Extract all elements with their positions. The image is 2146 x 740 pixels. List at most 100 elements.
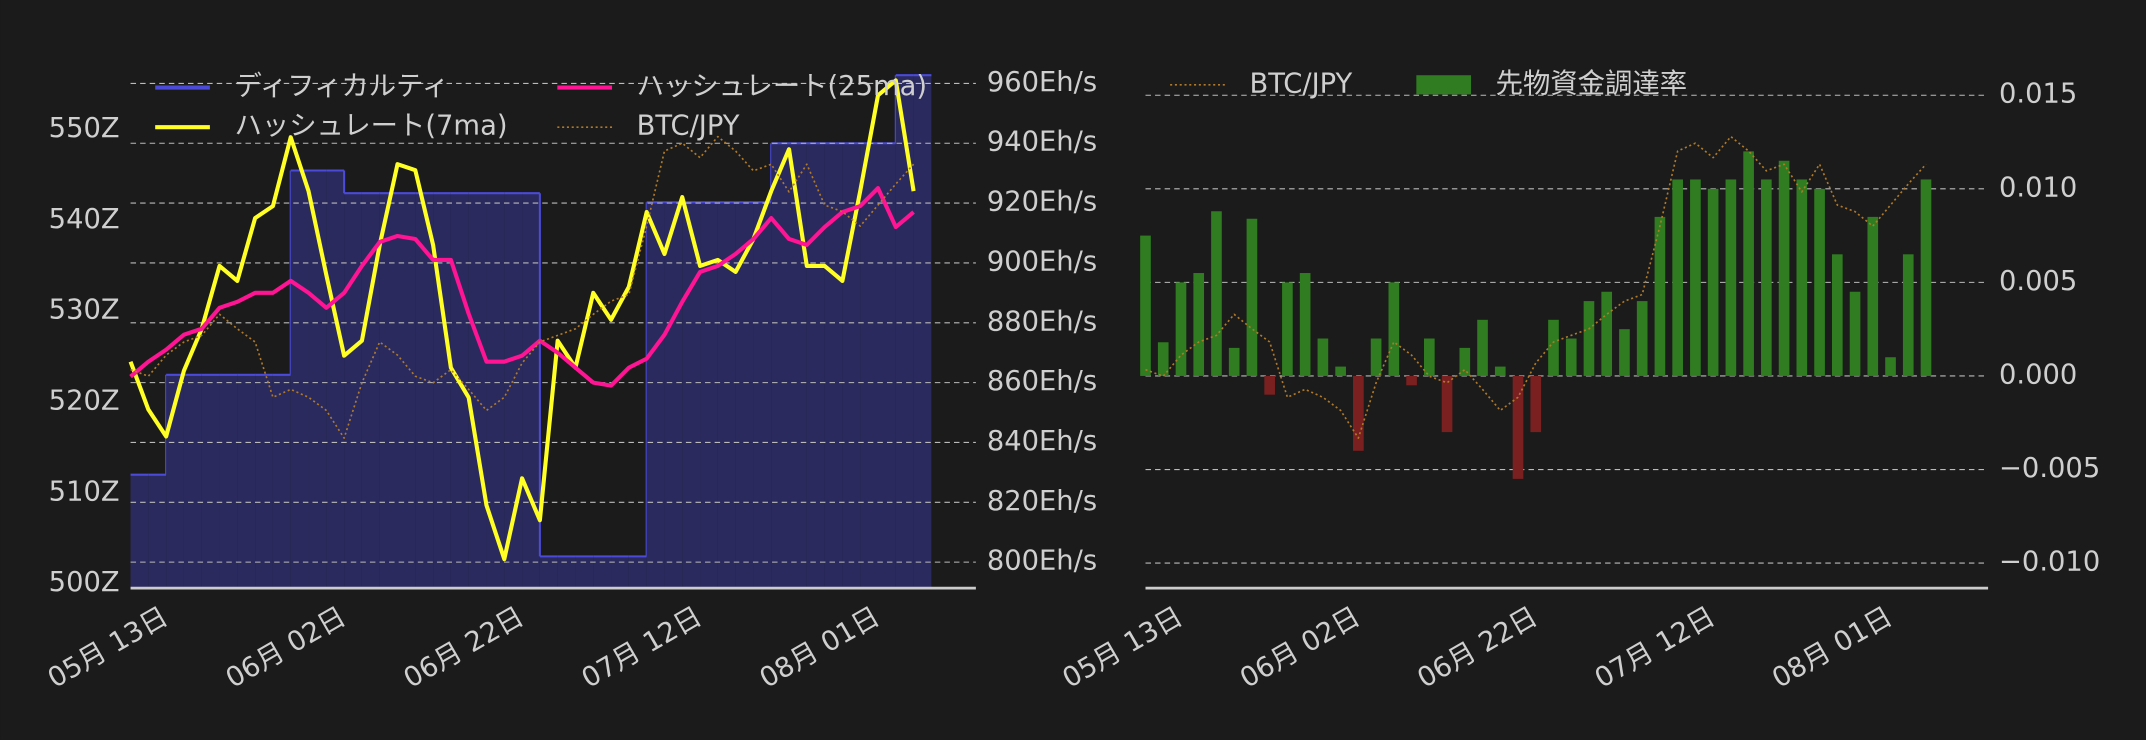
- difficulty-step: [628, 556, 647, 589]
- difficulty-step: [878, 143, 896, 589]
- y-tick-label: 500Z: [49, 567, 120, 598]
- bar: [1814, 188, 1825, 376]
- difficulty-step: [379, 193, 398, 589]
- bar: [1193, 273, 1205, 376]
- difficulty-step: [646, 202, 665, 589]
- difficulty-step: [486, 193, 505, 589]
- difficulty-step: [433, 193, 451, 589]
- bar: [1636, 301, 1648, 376]
- difficulty-step: [255, 374, 273, 589]
- difficulty-step: [789, 143, 807, 589]
- difficulty-step: [664, 202, 683, 589]
- bar: [1477, 319, 1488, 376]
- y-tick-label: 520Z: [49, 386, 120, 417]
- difficulty-step: [611, 556, 629, 589]
- hashrate-line: [129, 186, 915, 388]
- difficulty-step: [148, 474, 167, 589]
- y-tick-label: 0.010: [1999, 172, 2077, 203]
- bar: [1707, 188, 1719, 376]
- bar: [1796, 179, 1808, 376]
- difficulty-step: [237, 374, 256, 589]
- bar: [1583, 301, 1595, 376]
- bar: [1282, 282, 1293, 376]
- bar: [1388, 282, 1400, 376]
- legend-label: BTC/JPY: [637, 111, 740, 142]
- difficulty-step: [166, 374, 184, 589]
- legend-label: BTC/JPY: [1249, 68, 1352, 99]
- y2-tick-label: 960Eh/s: [987, 67, 1097, 98]
- bar: [1353, 375, 1364, 451]
- y-tick-label: 540Z: [49, 204, 120, 235]
- bar: [1654, 216, 1666, 376]
- difficulty-step: [522, 193, 540, 589]
- difficulty-step: [272, 374, 291, 589]
- bar: [1335, 366, 1346, 376]
- difficulty-step: [361, 193, 380, 589]
- bar: [1441, 375, 1453, 433]
- bar: [1725, 179, 1737, 376]
- difficulty-step: [468, 193, 487, 589]
- y2-tick-label: 880Eh/s: [987, 306, 1097, 337]
- bar: [1211, 211, 1222, 376]
- bar: [1228, 347, 1240, 376]
- bar: [1761, 179, 1772, 376]
- bar: [1175, 282, 1187, 376]
- legend-label: ハッシュレート(25ma): [637, 71, 927, 102]
- difficulty-step: [575, 556, 594, 589]
- difficulty-step: [219, 374, 238, 589]
- y2-tick-label: 800Eh/s: [987, 546, 1097, 577]
- difficulty-step: [700, 202, 718, 589]
- y2-tick-label: 940Eh/s: [987, 127, 1097, 158]
- bar: [1264, 375, 1275, 395]
- y-tick-label: −0.005: [1999, 453, 2100, 484]
- difficulty-step: [557, 556, 576, 589]
- y-tick-label: 0.000: [1999, 359, 2077, 390]
- difficulty-step: [735, 202, 754, 589]
- bar: [1743, 151, 1754, 376]
- y2-tick-label: 920Eh/s: [987, 187, 1097, 218]
- bar: [1494, 366, 1506, 376]
- difficulty-step: [753, 202, 772, 589]
- difficulty-step: [290, 170, 309, 589]
- difficulty-step: [130, 474, 149, 589]
- bar: [1512, 375, 1524, 479]
- y-tick-label: 510Z: [49, 476, 120, 507]
- bar: [1548, 319, 1559, 376]
- difficulty-step: [344, 193, 362, 589]
- price-line: [130, 135, 915, 439]
- legend-label: ハッシュレート(7ma): [235, 111, 508, 142]
- bar: [1459, 347, 1471, 376]
- bar: [1885, 357, 1896, 376]
- legend-swatch: [1416, 75, 1472, 95]
- legend-label: 先物資金調達率: [1496, 68, 1687, 99]
- difficulty-step: [308, 170, 327, 589]
- difficulty-step: [771, 143, 790, 589]
- y2-tick-label: 860Eh/s: [987, 366, 1097, 397]
- difficulty-step: [201, 374, 220, 589]
- bar: [1157, 342, 1169, 376]
- difficulty-step: [450, 193, 469, 589]
- y2-tick-label: 820Eh/s: [987, 486, 1097, 517]
- difficulty-step: [806, 143, 825, 589]
- bar: [1299, 273, 1311, 376]
- bar: [1902, 254, 1914, 376]
- y-tick-label: 0.005: [1999, 266, 2077, 297]
- difficulty-step: [397, 193, 416, 589]
- difficulty-step: [913, 75, 932, 589]
- y-tick-label: 550Z: [49, 113, 120, 144]
- difficulty-step: [895, 75, 914, 589]
- bar: [1601, 291, 1613, 376]
- bar: [1778, 160, 1790, 376]
- difficulty-step: [593, 556, 612, 589]
- bar: [1530, 375, 1542, 433]
- difficulty-step: [539, 556, 558, 589]
- bar: [1246, 218, 1258, 376]
- legend-label: ディフィカルティ: [235, 71, 450, 102]
- bar: [1423, 338, 1435, 376]
- bar: [1849, 291, 1861, 376]
- difficulty-step: [860, 143, 879, 589]
- bar: [1920, 179, 1932, 376]
- bar: [1370, 338, 1382, 376]
- y2-tick-label: 840Eh/s: [987, 426, 1097, 457]
